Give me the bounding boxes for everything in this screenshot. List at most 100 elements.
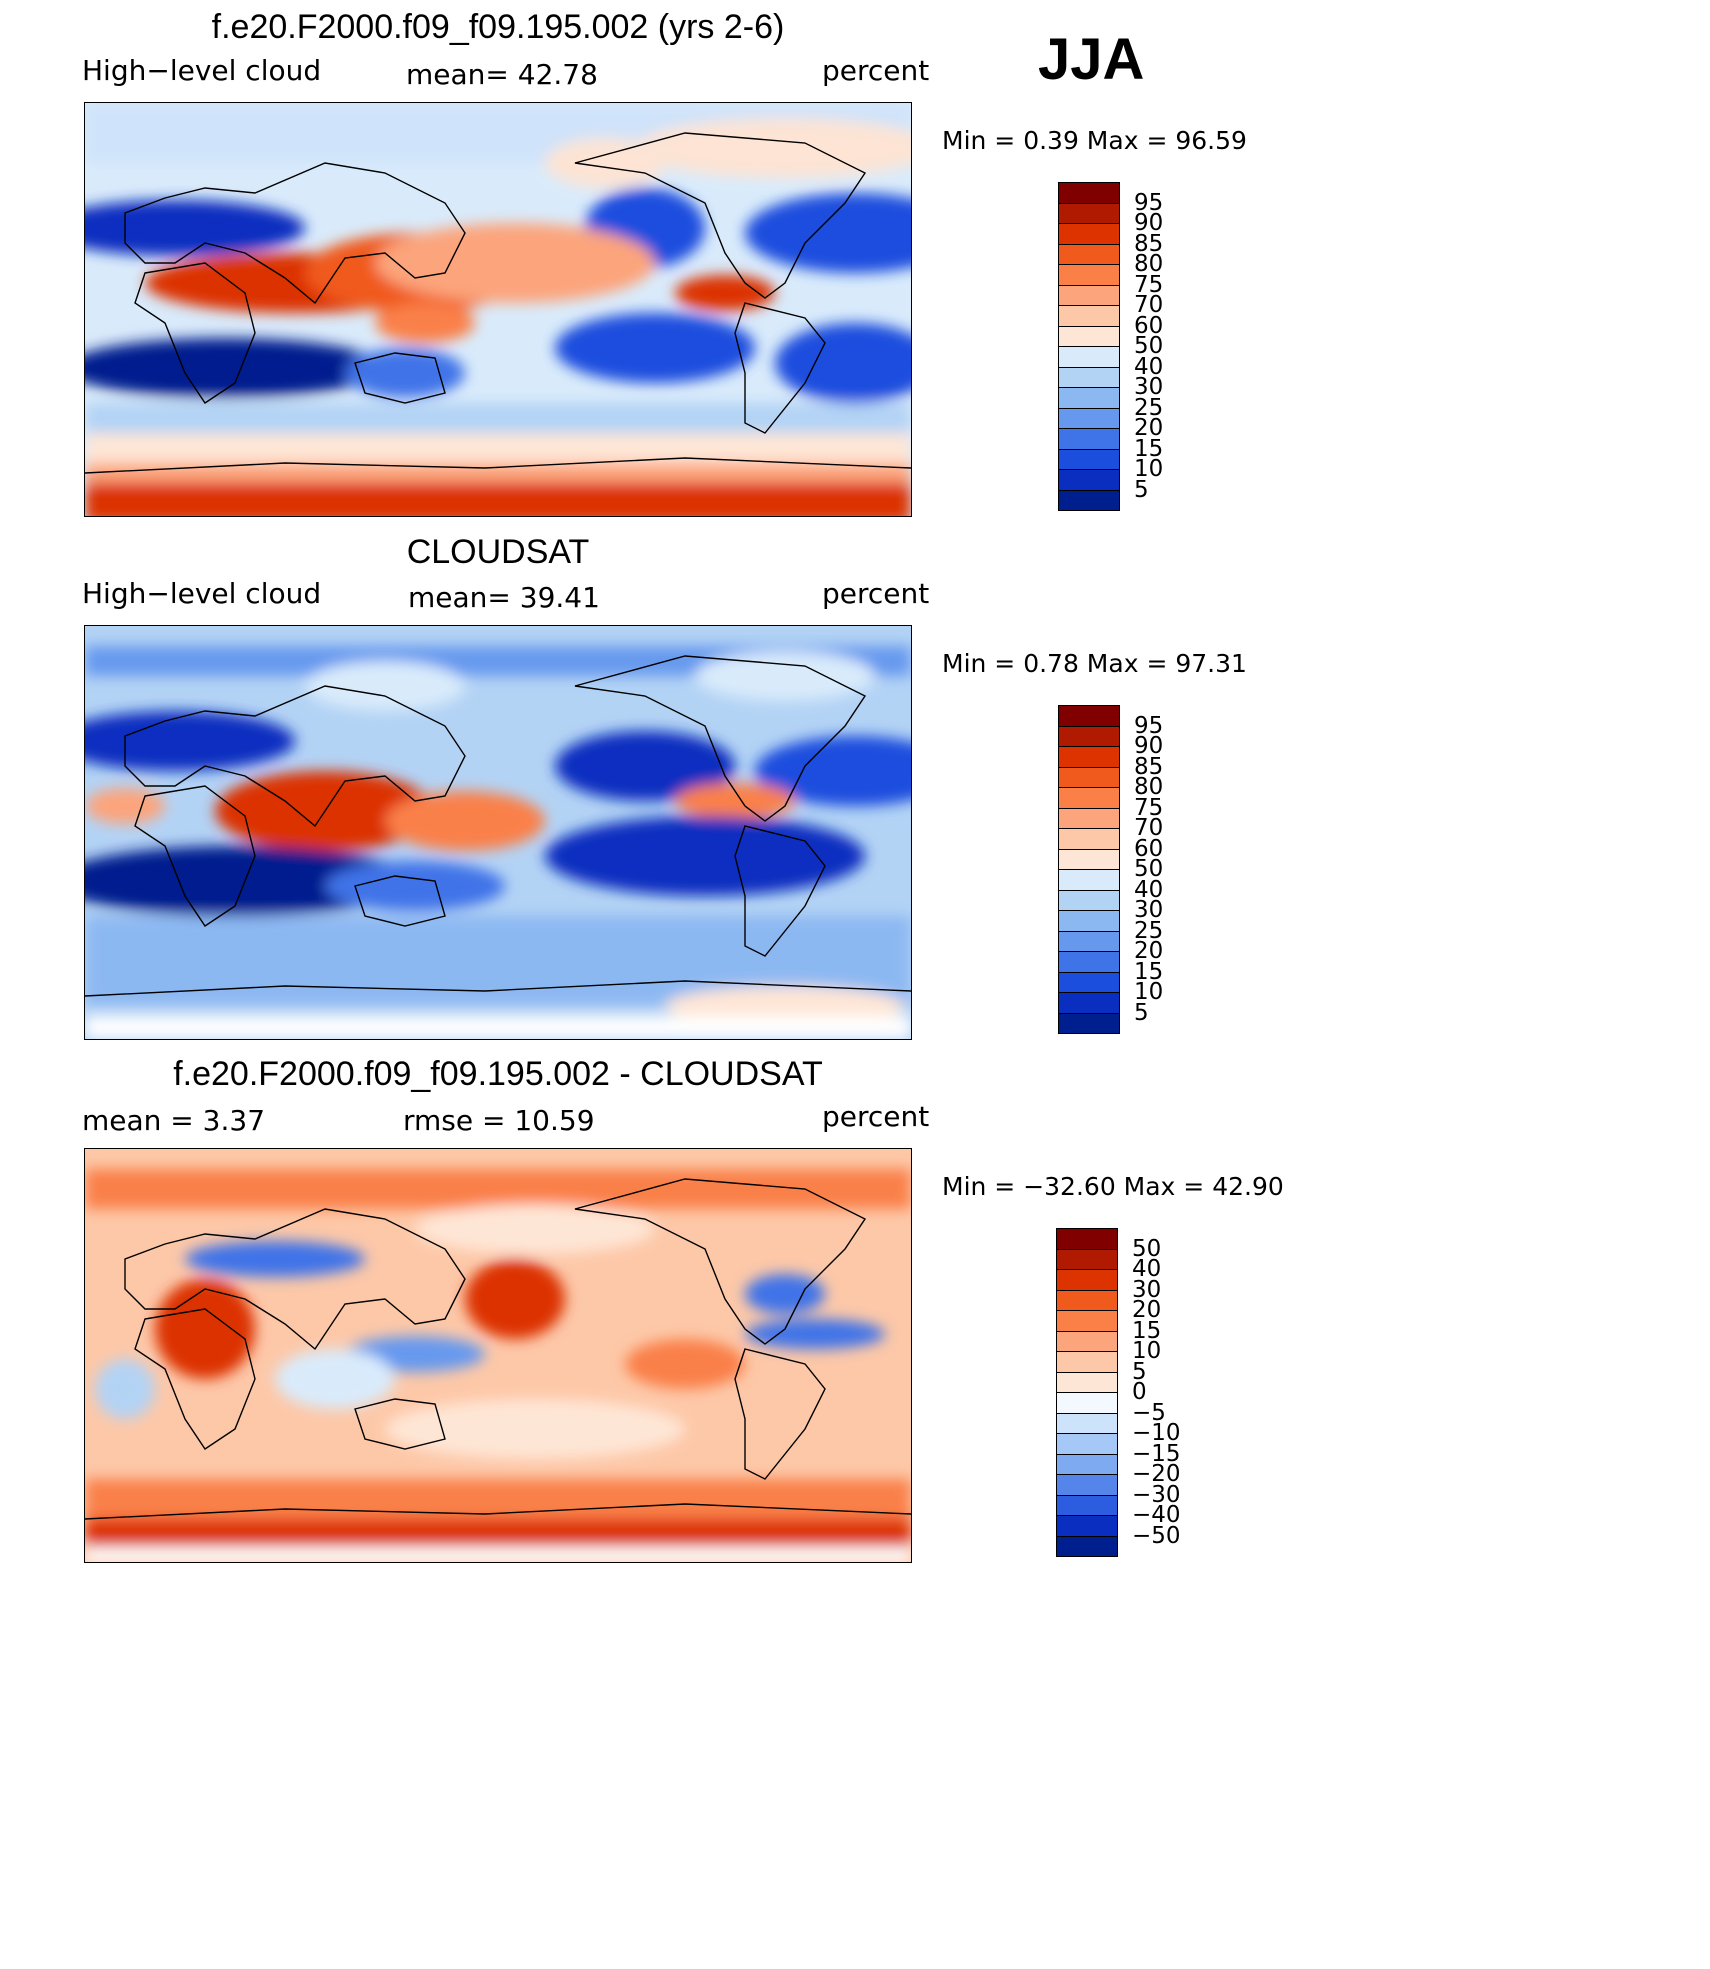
- colorbar-tick-label: 40: [1134, 876, 1164, 903]
- panel-2-minmax: Min = 0.78 Max = 97.31: [942, 649, 1247, 678]
- panel-2-variable-label: High−level cloud: [82, 577, 322, 610]
- colorbar-tick-label: 90: [1134, 210, 1164, 236]
- colorbar-swatch: [1058, 366, 1120, 388]
- colorbar-tick-label: 50: [1134, 333, 1164, 359]
- colorbar-swatch: [1058, 448, 1120, 470]
- colorbar-tick-label: 60: [1134, 312, 1164, 339]
- colorbar-swatch: [1058, 971, 1120, 993]
- colorbar-swatch: [1056, 1330, 1118, 1352]
- colorbar-tick-label: −30: [1132, 1481, 1181, 1508]
- colorbar-swatch: [1058, 469, 1120, 491]
- colorbar-swatch: [1056, 1535, 1118, 1557]
- colorbar-swatch: [1056, 1289, 1118, 1311]
- colorbar-swatch: [1058, 807, 1120, 829]
- colorbar-tick-label: 20: [1132, 1297, 1162, 1323]
- colorbar-tick-label: 30: [1132, 1276, 1162, 1303]
- colorbar-swatch: [1058, 489, 1120, 511]
- colorbar-swatch: [1058, 1012, 1120, 1034]
- colorbar-swatch: [1058, 930, 1120, 952]
- colorbar-tick-label: −15: [1132, 1440, 1181, 1467]
- colorbar-tick-label: −10: [1132, 1420, 1181, 1446]
- colorbar-tick-label: 5: [1132, 1358, 1147, 1385]
- colorbar-swatch: [1058, 848, 1120, 870]
- colorbar-tick-label: 30: [1134, 897, 1164, 923]
- colorbar-tick-label: 25: [1134, 917, 1164, 944]
- panel-1-title: f.e20.F2000.f09_f09.195.002 (yrs 2-6): [211, 8, 785, 46]
- colorbar-swatch: [1056, 1310, 1118, 1332]
- colorbar-tick-label: 95: [1134, 712, 1164, 739]
- colorbar-tick-label: 60: [1134, 835, 1164, 862]
- colorbar-swatch: [1056, 1453, 1118, 1475]
- panel-3-colorbar: 50 40 30 20 15 10 5 0 −5 −10 −15 −20 −30 −40 −50: [1056, 1228, 1181, 1557]
- colorbar-tick-label: 80: [1134, 774, 1164, 800]
- colorbar-tick-label: 40: [1134, 353, 1164, 380]
- colorbar-swatch: [1056, 1494, 1118, 1516]
- colorbar-swatch: [1056, 1269, 1118, 1291]
- colorbar-tick-label: 30: [1134, 374, 1164, 400]
- panel-3-mean-label: mean = 3.37: [82, 1104, 266, 1137]
- colorbar-tick-label: 90: [1134, 733, 1164, 759]
- colorbar-tick-label: −5: [1132, 1399, 1166, 1426]
- colorbar-tick-label: 85: [1134, 753, 1164, 780]
- panel-1-units-label: percent: [822, 54, 930, 87]
- colorbar-swatch: [1058, 223, 1120, 245]
- panel-1-colorbar: 95 90 85 80 75 70 60 50 40 30 25 20 15 10 5: [1058, 182, 1178, 511]
- colorbar-tick-label: 10: [1134, 979, 1164, 1005]
- colorbar-tick-label: 15: [1134, 435, 1164, 462]
- colorbar-swatch: [1056, 1474, 1118, 1496]
- colorbar-swatch: [1056, 1371, 1118, 1393]
- colorbar-swatch: [1056, 1392, 1118, 1414]
- colorbar-swatch: [1056, 1228, 1118, 1250]
- colorbar-tick-label: −50: [1132, 1522, 1181, 1549]
- colorbar-swatch: [1058, 992, 1120, 1014]
- season-label: JJA: [1038, 27, 1145, 92]
- panel-1-minmax: Min = 0.39 Max = 96.59: [942, 126, 1247, 155]
- colorbar-swatch: [1058, 787, 1120, 809]
- colorbar-swatch: [1058, 284, 1120, 306]
- colorbar-swatch: [1058, 889, 1120, 911]
- colorbar-tick-label: 15: [1134, 958, 1164, 985]
- panel-3-map: [84, 1148, 912, 1563]
- colorbar-swatch: [1058, 202, 1120, 224]
- colorbar-swatch: [1058, 766, 1120, 788]
- colorbar-tick-label: 95: [1134, 189, 1164, 216]
- panel-3-minmax: Min = −32.60 Max = 42.90: [942, 1172, 1284, 1201]
- colorbar-tick-label: 10: [1134, 456, 1164, 482]
- colorbar-tick-label: 50: [1132, 1235, 1162, 1262]
- colorbar-swatch: [1058, 869, 1120, 891]
- colorbar-tick-label: 5: [1134, 999, 1149, 1026]
- colorbar-swatch: [1056, 1515, 1118, 1537]
- colorbar-swatch: [1058, 705, 1120, 727]
- colorbar-tick-label: 75: [1134, 271, 1164, 298]
- colorbar-swatch: [1058, 264, 1120, 286]
- panel-2-mean-label: mean= 39.41: [408, 581, 600, 614]
- colorbar-tick-label: 50: [1134, 856, 1164, 882]
- colorbar-tick-label: 20: [1134, 415, 1164, 441]
- colorbar-tick-label: −40: [1132, 1502, 1181, 1528]
- panel-2-colorbar: 95 90 85 80 75 70 60 50 40 30 25 20 15 10 5: [1058, 705, 1178, 1034]
- colorbar-swatch: [1058, 346, 1120, 368]
- colorbar-swatch: [1058, 182, 1120, 204]
- colorbar-tick-label: 20: [1134, 938, 1164, 964]
- colorbar-swatch: [1058, 746, 1120, 768]
- colorbar-swatch: [1058, 387, 1120, 409]
- panel-1-map-svg: [85, 103, 911, 516]
- colorbar-swatch: [1056, 1412, 1118, 1434]
- colorbar-tick-label: 0: [1132, 1379, 1147, 1405]
- panel-3-map-svg: [85, 1149, 911, 1562]
- colorbar-tick-label: 25: [1134, 394, 1164, 421]
- colorbar-tick-label: 40: [1132, 1256, 1162, 1282]
- panel-2-units-label: percent: [822, 577, 930, 610]
- panel-3-rmse-label: rmse = 10.59: [403, 1104, 595, 1137]
- colorbar-tick-label: −20: [1132, 1461, 1181, 1487]
- colorbar-swatch: [1058, 910, 1120, 932]
- colorbar-swatch: [1058, 428, 1120, 450]
- panel-2-map-svg: [85, 626, 911, 1039]
- colorbar-tick-label: 85: [1134, 230, 1164, 257]
- panel-2-title: CLOUDSAT: [406, 533, 590, 571]
- colorbar-tick-label: 70: [1134, 815, 1164, 841]
- colorbar-tick-label: 80: [1134, 251, 1164, 277]
- colorbar-swatch: [1058, 725, 1120, 747]
- colorbar-tick-label: 5: [1134, 476, 1149, 503]
- colorbar-swatch: [1058, 828, 1120, 850]
